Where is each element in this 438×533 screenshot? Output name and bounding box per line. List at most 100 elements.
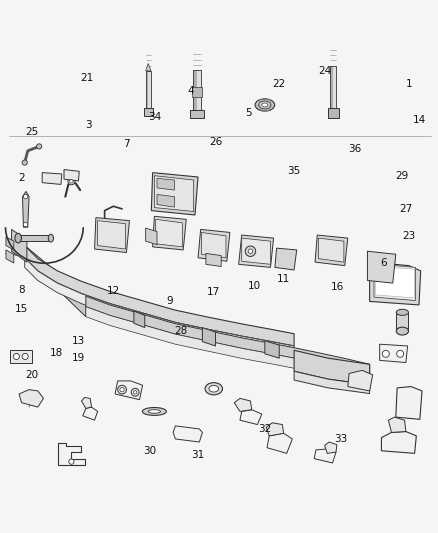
- Polygon shape: [192, 87, 202, 97]
- Ellipse shape: [255, 99, 275, 111]
- Circle shape: [382, 350, 389, 357]
- Text: 34: 34: [148, 112, 161, 122]
- Polygon shape: [81, 398, 92, 408]
- Polygon shape: [157, 179, 174, 190]
- Polygon shape: [198, 229, 230, 261]
- Polygon shape: [348, 370, 373, 391]
- Text: 29: 29: [395, 171, 408, 181]
- Text: 9: 9: [167, 296, 173, 306]
- Polygon shape: [333, 66, 336, 118]
- Polygon shape: [95, 217, 130, 253]
- Circle shape: [68, 178, 75, 185]
- Polygon shape: [6, 250, 14, 263]
- Circle shape: [397, 350, 404, 357]
- Text: 8: 8: [18, 285, 25, 295]
- Polygon shape: [380, 344, 408, 362]
- Polygon shape: [25, 258, 294, 357]
- Circle shape: [120, 387, 124, 392]
- Polygon shape: [25, 246, 86, 317]
- Circle shape: [118, 385, 127, 394]
- Polygon shape: [12, 229, 27, 262]
- Polygon shape: [6, 237, 14, 250]
- Polygon shape: [294, 350, 370, 385]
- Polygon shape: [148, 71, 151, 116]
- Polygon shape: [315, 235, 348, 265]
- Polygon shape: [146, 71, 148, 116]
- Ellipse shape: [48, 234, 53, 242]
- Text: 26: 26: [209, 137, 222, 147]
- Polygon shape: [86, 306, 370, 385]
- Polygon shape: [18, 235, 51, 241]
- Polygon shape: [328, 110, 339, 118]
- Polygon shape: [367, 251, 396, 283]
- Text: 36: 36: [349, 144, 362, 155]
- Polygon shape: [173, 426, 202, 442]
- Text: 14: 14: [412, 115, 426, 125]
- Text: 22: 22: [272, 79, 286, 89]
- Polygon shape: [197, 70, 201, 118]
- Polygon shape: [234, 398, 252, 411]
- Text: 16: 16: [331, 282, 344, 293]
- Text: 32: 32: [258, 424, 272, 434]
- Polygon shape: [396, 312, 409, 331]
- Polygon shape: [193, 70, 197, 118]
- Text: 4: 4: [187, 86, 194, 96]
- Text: 15: 15: [15, 304, 28, 314]
- Polygon shape: [86, 296, 370, 375]
- Text: 23: 23: [402, 231, 416, 241]
- Ellipse shape: [205, 383, 223, 395]
- Circle shape: [245, 246, 256, 256]
- Polygon shape: [155, 220, 182, 247]
- Polygon shape: [190, 110, 204, 118]
- Polygon shape: [19, 390, 43, 407]
- Polygon shape: [115, 381, 143, 400]
- Circle shape: [23, 222, 28, 227]
- Polygon shape: [42, 173, 62, 184]
- Circle shape: [22, 353, 28, 359]
- Text: 11: 11: [277, 274, 290, 284]
- Polygon shape: [151, 173, 198, 215]
- Circle shape: [13, 353, 19, 359]
- Text: 24: 24: [318, 66, 331, 76]
- Polygon shape: [144, 108, 153, 116]
- Polygon shape: [370, 262, 421, 305]
- Circle shape: [69, 459, 74, 464]
- Polygon shape: [64, 169, 79, 181]
- Ellipse shape: [259, 101, 271, 109]
- Circle shape: [70, 180, 73, 183]
- Circle shape: [23, 195, 28, 199]
- Polygon shape: [22, 191, 29, 227]
- Polygon shape: [157, 195, 174, 207]
- Polygon shape: [25, 246, 294, 346]
- Polygon shape: [146, 228, 157, 245]
- Text: 20: 20: [25, 370, 39, 380]
- Text: 27: 27: [399, 204, 413, 214]
- Polygon shape: [58, 443, 85, 465]
- Polygon shape: [152, 216, 186, 250]
- Polygon shape: [240, 410, 262, 425]
- Polygon shape: [267, 433, 292, 454]
- Polygon shape: [201, 232, 226, 258]
- Text: 33: 33: [334, 434, 347, 444]
- Text: 31: 31: [191, 450, 205, 460]
- Text: 18: 18: [50, 348, 63, 358]
- Circle shape: [248, 249, 253, 253]
- Polygon shape: [330, 66, 333, 118]
- Ellipse shape: [148, 410, 160, 413]
- Polygon shape: [318, 238, 344, 262]
- Circle shape: [131, 389, 139, 396]
- Polygon shape: [202, 328, 215, 346]
- Polygon shape: [389, 417, 406, 432]
- Text: 1: 1: [406, 79, 412, 89]
- Text: 35: 35: [287, 166, 301, 176]
- Polygon shape: [266, 423, 284, 436]
- Text: 28: 28: [174, 326, 187, 336]
- Ellipse shape: [262, 103, 268, 107]
- Polygon shape: [98, 221, 126, 249]
- Polygon shape: [11, 350, 32, 362]
- Polygon shape: [325, 442, 337, 454]
- Polygon shape: [294, 372, 370, 393]
- Text: 25: 25: [25, 127, 39, 137]
- Text: 2: 2: [18, 173, 25, 183]
- Text: 17: 17: [207, 287, 220, 297]
